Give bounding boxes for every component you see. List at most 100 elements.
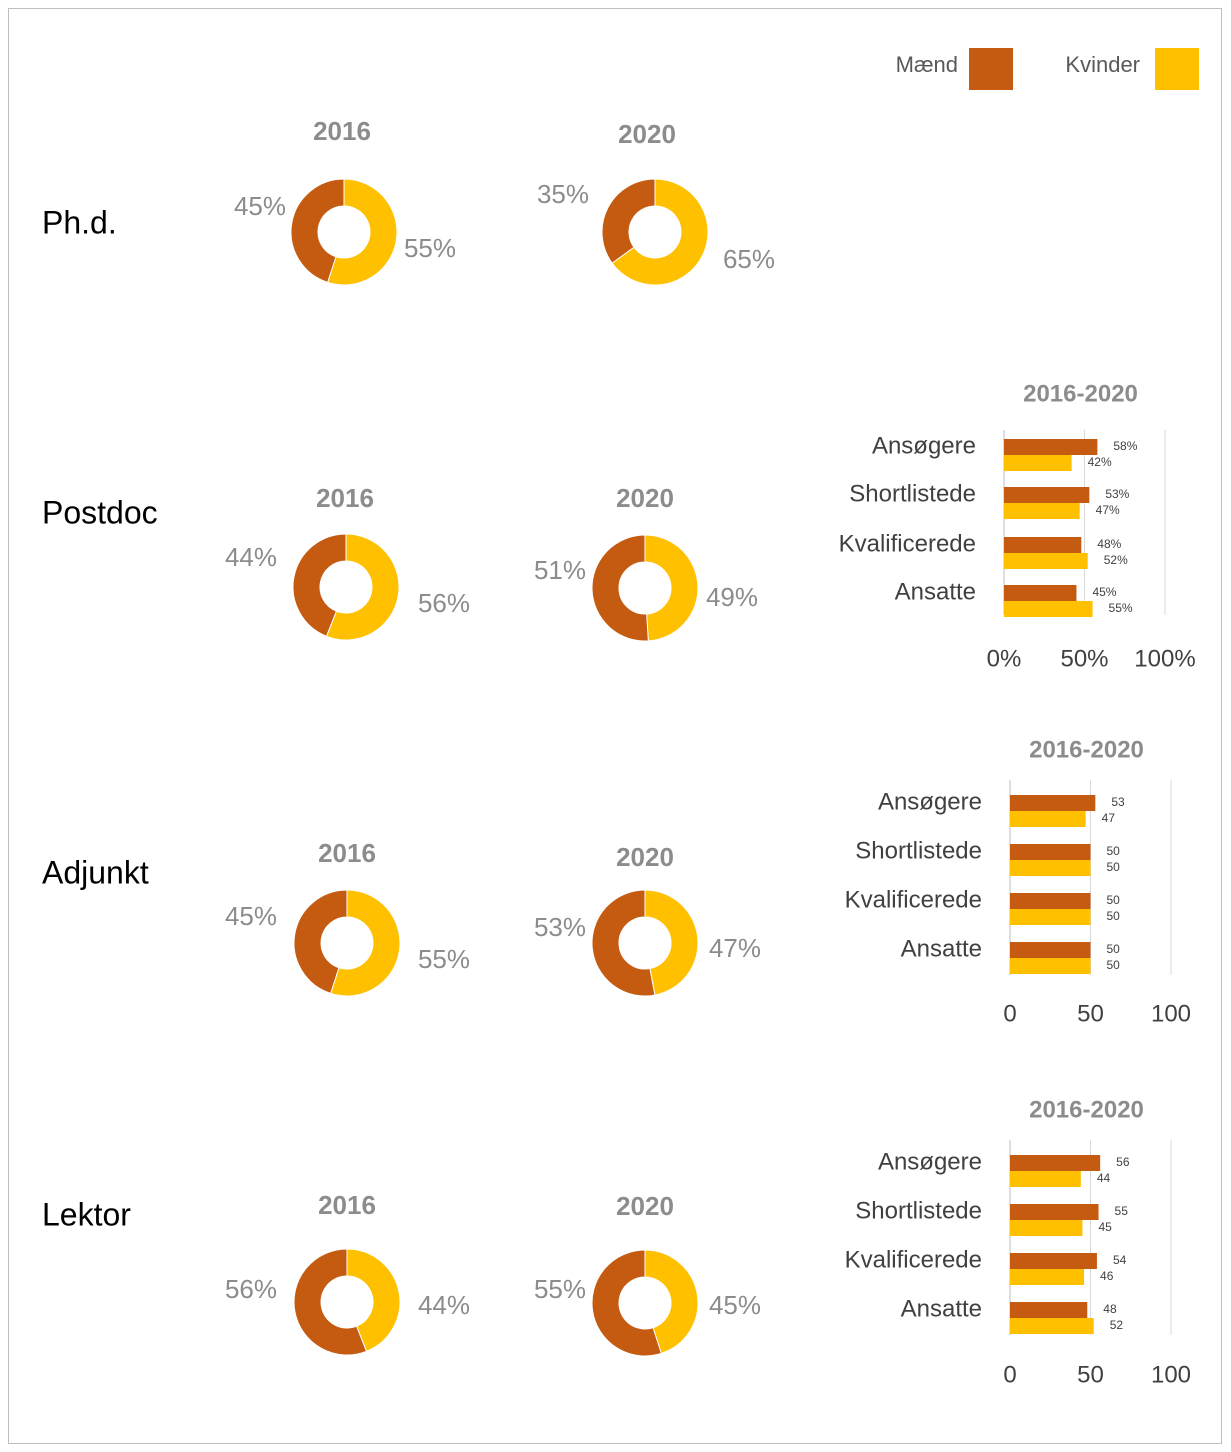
category-label: Kvalificerede <box>845 1246 982 1273</box>
row-label: Lektor <box>42 1196 131 1232</box>
bar-value-label: 55 <box>1115 1204 1129 1218</box>
bar <box>1010 1318 1094 1334</box>
bar-title: 2016-2020 <box>1029 1096 1144 1123</box>
donut-segment <box>591 889 656 997</box>
pie-value-label: 35% <box>537 179 589 209</box>
row-label: Ph.d. <box>42 204 117 240</box>
donut-segment <box>329 889 401 997</box>
donut-segment <box>644 889 699 996</box>
category-label: Ansatte <box>895 578 976 605</box>
bar-title: 2016-2020 <box>1023 380 1138 407</box>
bar-value-label: 52 <box>1110 1318 1124 1332</box>
bar-value-label: 55% <box>1109 601 1133 615</box>
bar <box>1010 811 1086 827</box>
pie-title: 2020 <box>618 119 676 149</box>
donut-segment <box>293 1248 368 1356</box>
bar-value-label: 47% <box>1096 503 1120 517</box>
donut-segment <box>293 889 348 995</box>
donut-segment <box>601 178 656 264</box>
category-label: Ansatte <box>901 935 982 962</box>
pie-value-label: 51% <box>534 555 586 585</box>
bar <box>1010 1220 1083 1236</box>
x-tick-label: 100% <box>1134 645 1195 672</box>
bar <box>1004 585 1077 601</box>
bar-value-label: 45% <box>1092 585 1116 599</box>
bar <box>1010 1171 1081 1187</box>
bar <box>1010 795 1096 811</box>
pie-value-label: 65% <box>723 244 775 274</box>
bar <box>1010 893 1091 909</box>
bar-value-label: 48% <box>1097 537 1121 551</box>
category-label: Ansatte <box>901 1295 982 1322</box>
bar <box>1004 503 1080 519</box>
pie-value-label: 47% <box>709 933 761 963</box>
x-tick-label: 50 <box>1077 1000 1104 1027</box>
pie-title: 2020 <box>616 1191 674 1221</box>
bar <box>1010 909 1091 925</box>
bar <box>1010 958 1091 974</box>
pie-value-label: 45% <box>234 191 286 221</box>
donut-segment <box>292 533 347 637</box>
pie-title: 2016 <box>316 483 374 513</box>
legend-swatch <box>969 48 1013 90</box>
donut-segment <box>644 1249 699 1355</box>
pie-title: 2020 <box>616 842 674 872</box>
x-tick-label: 50% <box>1060 645 1108 672</box>
x-tick-label: 0 <box>1003 1000 1016 1027</box>
bar-value-label: 53% <box>1105 487 1129 501</box>
category-label: Kvalificerede <box>839 530 976 557</box>
bar <box>1010 1155 1101 1171</box>
bar-value-label: 50 <box>1107 893 1121 907</box>
bar <box>1010 844 1091 860</box>
bar-value-label: 53 <box>1111 795 1125 809</box>
legend-swatch <box>1155 48 1199 90</box>
bar <box>1010 860 1091 876</box>
x-tick-label: 50 <box>1077 1361 1104 1388</box>
bar <box>1004 439 1098 455</box>
bar-value-label: 45 <box>1098 1220 1112 1234</box>
row-label: Adjunkt <box>42 854 149 890</box>
bar <box>1004 537 1082 553</box>
bar-value-label: 47 <box>1102 811 1116 825</box>
bar-value-label: 50 <box>1107 844 1121 858</box>
donut-segment <box>326 178 398 286</box>
pie-title: 2020 <box>616 483 674 513</box>
bar-title: 2016-2020 <box>1029 736 1144 763</box>
category-label: Ansøgere <box>878 1148 982 1175</box>
donut-segment <box>611 178 709 286</box>
bar-value-label: 58% <box>1113 439 1137 453</box>
bar-value-label: 50 <box>1107 909 1121 923</box>
legend-label: Mænd <box>896 52 958 77</box>
bar-value-label: 42% <box>1088 455 1112 469</box>
bar <box>1004 487 1090 503</box>
category-label: Shortlistede <box>855 837 982 864</box>
legend-label: Kvinder <box>1065 52 1140 77</box>
pie-value-label: 56% <box>418 588 470 618</box>
bar-value-label: 50 <box>1107 942 1121 956</box>
x-tick-label: 100 <box>1151 1361 1191 1388</box>
x-tick-label: 100 <box>1151 1000 1191 1027</box>
category-label: Ansøgere <box>872 432 976 459</box>
pie-value-label: 55% <box>534 1274 586 1304</box>
pie-value-label: 49% <box>706 582 758 612</box>
pie-value-label: 56% <box>225 1274 277 1304</box>
pie-value-label: 53% <box>534 912 586 942</box>
donut-segment <box>290 178 345 284</box>
bar-value-label: 50 <box>1107 958 1121 972</box>
bar <box>1010 1253 1097 1269</box>
bar-value-label: 56 <box>1116 1155 1130 1169</box>
pie-value-label: 55% <box>404 233 456 263</box>
donut-segment <box>346 1248 401 1352</box>
bar-value-label: 50 <box>1107 860 1121 874</box>
pie-value-label: 45% <box>225 901 277 931</box>
donut-segment <box>591 534 649 642</box>
pie-title: 2016 <box>318 1190 376 1220</box>
bar <box>1010 1204 1099 1220</box>
category-label: Shortlistede <box>855 1197 982 1224</box>
pie-title: 2016 <box>318 838 376 868</box>
bar-value-label: 48 <box>1103 1302 1117 1316</box>
donut-segment <box>591 1249 663 1357</box>
donut-segment <box>325 533 400 641</box>
pie-value-label: 44% <box>418 1290 470 1320</box>
